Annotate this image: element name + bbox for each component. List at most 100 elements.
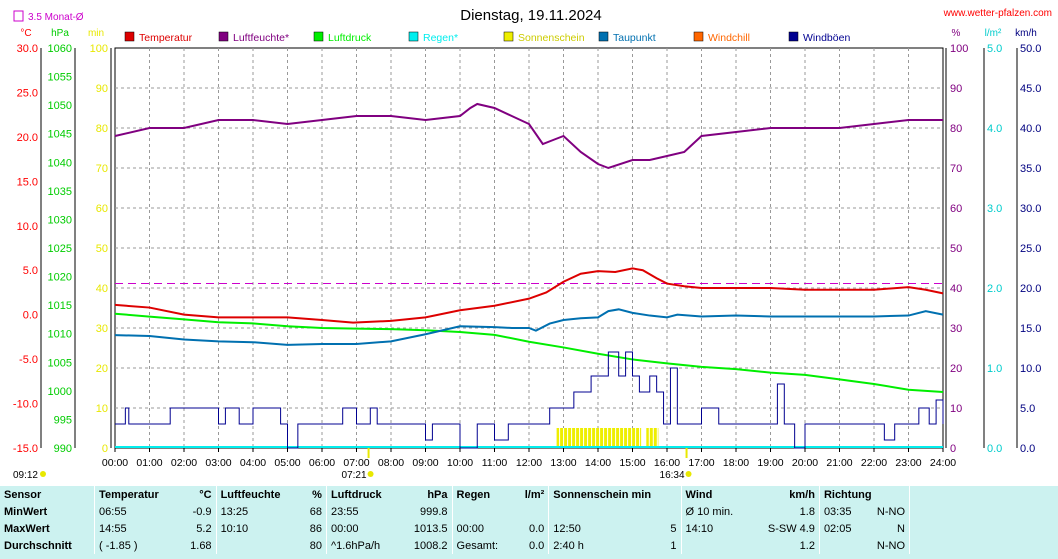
y-tick-label-rain: 1.0 [987,363,1002,375]
cell-s-time: 12:50 [548,520,646,537]
y-tick-label-wind: 0.0 [1020,443,1035,455]
cell-s-time [548,503,646,520]
x-tick-label: 09:00 [412,457,438,469]
y-unit-sun: min [88,28,104,39]
x-tick-label: 07:00 [343,457,369,469]
axis-unit-labels: °C hPa min% l/m² km/h [20,28,1036,39]
y-tick-label-humidity: 10 [950,403,962,415]
cell-r-time: 00:00 [451,520,515,537]
y-tick-label-rain: 5.0 [987,43,1002,55]
y-tick-label-wind: 35.0 [1020,163,1041,175]
legend: Temperatur Luftfeuchte* Luftdruck Regen* Son… [124,31,850,44]
monthly-avg-icon [13,10,24,22]
cell-p-time: ^1.6hPa/h [325,537,400,554]
cell-t-val: 5.2 [196,522,212,535]
series-line-luftdruck [114,312,944,393]
y-tick-label-rain: 4.0 [987,123,1002,135]
axes: 07:21 16:34 09:12 00:00 01:00 02:00 03:00 04:00… [13,43,1042,481]
y-tick-label-wind: 5.0 [1020,403,1035,415]
table-row: MaxWert 14:55 5.2 10:10 86 00:00 1013.5 … [0,520,1058,537]
cell-d-val: N [897,522,905,535]
x-tick-label: 22:00 [861,457,887,469]
site-link[interactable]: www.wetter-pfalzen.com [943,8,1052,19]
y-tick-label-wind: 20.0 [1020,283,1041,295]
cell-w-time: 14:10 [680,520,751,537]
hdr-hum-unit: % [312,488,322,501]
legend-label: Sonnenschein [518,32,585,44]
cell-p-val: 1013.5 [413,522,448,535]
legend-label: Regen* [423,32,458,44]
hdr-temp-unit: °C [199,488,212,501]
hdr-luftfeuchte: Luftfeuchte [215,486,301,503]
x-tick-label: 17:00 [688,457,714,469]
hdr-wind-unit: km/h [789,488,815,501]
table-header-row: Sensor Temperatur °C Luftfeuchte % Luftd… [0,486,1058,503]
y-tick-label-temp: 25.0 [17,87,38,99]
y-unit-humidity: % [952,28,961,39]
x-tick-label: 13:00 [550,457,576,469]
sunset-label: 16:34 [660,470,685,481]
y-tick-label-sun: 0 [102,443,108,455]
y-tick-label-temp: -10.0 [13,399,38,411]
y-tick-label-pressure: 1050 [48,100,72,112]
hdr-sonnenschein: Sonnenschein min [548,486,682,503]
y-tick-label-sun: 20 [96,363,108,375]
y-tick-label-sun: 40 [96,283,108,295]
y-tick-label-pressure: 1040 [48,157,72,169]
sunshine-bar [556,428,642,448]
legend-swatch [124,31,135,42]
cell-t-val: -0.9 [192,505,212,518]
series-line-temperatur [114,267,944,324]
cell-r-time [451,503,515,520]
cell-p-val: 999.8 [419,505,448,518]
legend-label: Taupunkt [613,32,656,44]
x-tick-label: 00:00 [102,457,128,469]
x-tick-label: 03:00 [205,457,231,469]
x-tick-label: 21:00 [826,457,852,469]
cell-s-val: 5 [670,522,677,535]
legend-label: Windchill [708,32,750,44]
y-tick-label-humidity: 100 [950,43,968,55]
hdr-press-unit: hPa [427,488,448,501]
y-tick-label-sun: 70 [96,163,108,175]
hdr-temperatur: Temperatur [94,486,180,503]
y-tick-label-pressure: 990 [54,443,72,455]
cell-h-time: 10:10 [215,520,301,537]
row-label: MaxWert [4,522,50,535]
cell-t-time: 06:55 [94,503,180,520]
y-tick-label-pressure: 1015 [48,300,72,312]
y-tick-label-pressure: 1045 [48,129,72,141]
y-tick-label-pressure: 1060 [48,43,72,55]
cell-w-val: 1.8 [799,505,815,518]
y-tick-label-temp: 15.0 [17,176,38,188]
y-tick-label-pressure: 995 [54,414,72,426]
hdr-sensor: Sensor [4,488,42,501]
table-row: MinWert 06:55 -0.9 13:25 68 23:55 999.8 … [0,503,1058,520]
legend-label: Luftfeuchte* [233,32,289,44]
y-unit-rain: l/m² [985,28,1002,39]
series-line-taupunkt [114,308,944,346]
cell-r-time: Gesamt: [451,537,515,554]
sun-icon [40,471,46,477]
y-tick-label-humidity: 90 [950,83,962,95]
cell-d-time: 02:05 [818,520,865,537]
monthly-avg-label: 3.5 Monat-Ø [28,12,84,23]
y-tick-label-humidity: 80 [950,123,962,135]
y-tick-label-wind: 40.0 [1020,123,1041,135]
x-tick-label: 12:00 [516,457,542,469]
x-tick-label: 18:00 [723,457,749,469]
cell-p-val: 1008.2 [413,539,448,552]
x-tick-label: 14:00 [585,457,611,469]
y-tick-label-rain: 0.0 [987,443,1002,455]
legend-label: Luftdruck [328,32,372,44]
y-tick-label-pressure: 1000 [48,386,72,398]
y-tick-label-sun: 50 [96,243,108,255]
y-tick-label-sun: 10 [96,403,108,415]
cell-w-time [680,537,751,554]
x-tick-label: 10:00 [447,457,473,469]
y-tick-label-pressure: 1020 [48,272,72,284]
y-tick-label-humidity: 50 [950,243,962,255]
x-tick-label: 19:00 [757,457,783,469]
y-tick-label-pressure: 1035 [48,186,72,198]
cell-t-val: 1.68 [190,539,212,552]
